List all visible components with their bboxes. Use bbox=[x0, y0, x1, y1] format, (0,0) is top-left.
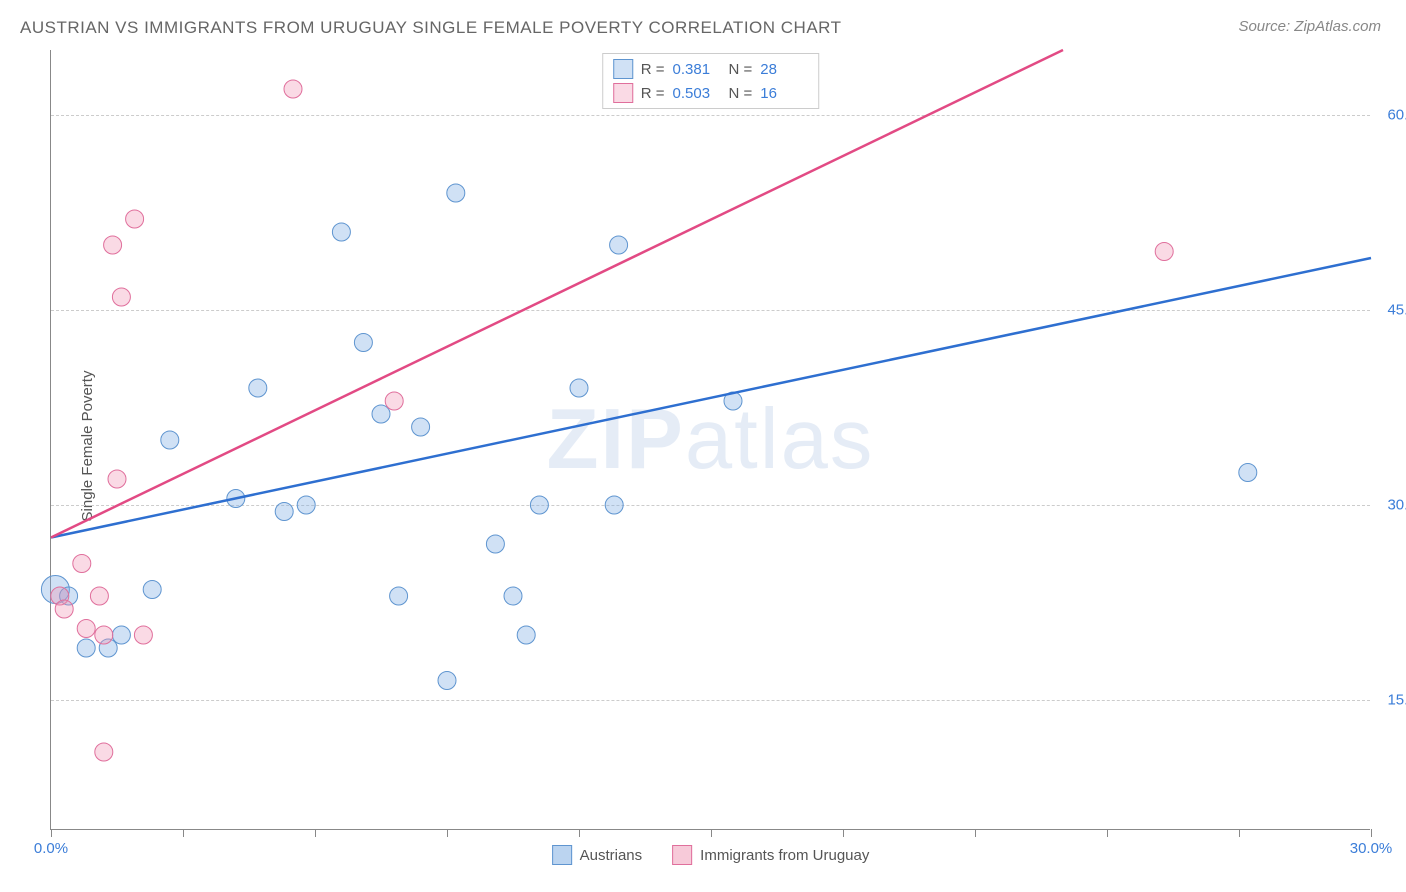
scatter-point bbox=[77, 639, 95, 657]
scatter-point bbox=[112, 626, 130, 644]
regression-line bbox=[51, 50, 1063, 538]
legend-n-value: 28 bbox=[760, 61, 808, 78]
scatter-point bbox=[570, 379, 588, 397]
scatter-point bbox=[390, 587, 408, 605]
legend-stats-row: R = 0.503 N = 16 bbox=[613, 81, 809, 105]
legend-bottom: Austrians Immigrants from Uruguay bbox=[552, 845, 870, 865]
scatter-point bbox=[610, 236, 628, 254]
chart-container: AUSTRIAN VS IMMIGRANTS FROM URUGUAY SING… bbox=[0, 0, 1406, 892]
scatter-point bbox=[284, 80, 302, 98]
legend-r-label: R = bbox=[641, 61, 665, 78]
scatter-point bbox=[126, 210, 144, 228]
legend-swatch bbox=[552, 845, 572, 865]
legend-swatch bbox=[672, 845, 692, 865]
scatter-point bbox=[385, 392, 403, 410]
x-tick bbox=[51, 829, 52, 837]
legend-label: Austrians bbox=[580, 847, 643, 864]
scatter-point bbox=[112, 288, 130, 306]
x-tick-label: 30.0% bbox=[1350, 840, 1393, 857]
scatter-point bbox=[143, 581, 161, 599]
legend-swatch bbox=[613, 83, 633, 103]
scatter-point bbox=[104, 236, 122, 254]
x-tick bbox=[1239, 829, 1240, 837]
legend-r-value: 0.381 bbox=[673, 61, 721, 78]
legend-item: Austrians bbox=[552, 845, 643, 865]
scatter-point bbox=[412, 418, 430, 436]
scatter-point bbox=[134, 626, 152, 644]
x-tick bbox=[315, 829, 316, 837]
legend-stats-row: R = 0.381 N = 28 bbox=[613, 57, 809, 81]
y-tick-label: 30.0% bbox=[1387, 497, 1406, 514]
x-tick bbox=[447, 829, 448, 837]
x-tick bbox=[1107, 829, 1108, 837]
scatter-point bbox=[249, 379, 267, 397]
legend-label: Immigrants from Uruguay bbox=[700, 847, 869, 864]
chart-title: AUSTRIAN VS IMMIGRANTS FROM URUGUAY SING… bbox=[20, 18, 842, 38]
y-tick-label: 60.0% bbox=[1387, 107, 1406, 124]
scatter-point bbox=[438, 672, 456, 690]
legend-n-label: N = bbox=[729, 85, 753, 102]
scatter-point bbox=[55, 600, 73, 618]
scatter-point bbox=[275, 503, 293, 521]
x-tick bbox=[843, 829, 844, 837]
legend-stats-box: R = 0.381 N = 28 R = 0.503 N = 16 bbox=[602, 53, 820, 109]
scatter-point bbox=[77, 620, 95, 638]
scatter-point bbox=[332, 223, 350, 241]
legend-r-label: R = bbox=[641, 85, 665, 102]
scatter-point bbox=[95, 626, 113, 644]
y-tick-label: 15.0% bbox=[1387, 692, 1406, 709]
scatter-point bbox=[108, 470, 126, 488]
scatter-point bbox=[486, 535, 504, 553]
legend-n-label: N = bbox=[729, 61, 753, 78]
scatter-point bbox=[1239, 464, 1257, 482]
regression-line bbox=[51, 258, 1371, 538]
plot-area: ZIPatlas 15.0%30.0%45.0%60.0% 0.0%30.0% … bbox=[50, 50, 1370, 830]
scatter-point bbox=[504, 587, 522, 605]
scatter-point bbox=[90, 587, 108, 605]
scatter-point bbox=[354, 334, 372, 352]
scatter-point bbox=[447, 184, 465, 202]
x-tick bbox=[711, 829, 712, 837]
x-tick bbox=[183, 829, 184, 837]
x-tick bbox=[579, 829, 580, 837]
scatter-point bbox=[517, 626, 535, 644]
chart-source: Source: ZipAtlas.com bbox=[1238, 18, 1381, 35]
scatter-point bbox=[297, 496, 315, 514]
legend-item: Immigrants from Uruguay bbox=[672, 845, 869, 865]
scatter-plot-svg bbox=[51, 50, 1370, 829]
scatter-point bbox=[161, 431, 179, 449]
scatter-point bbox=[73, 555, 91, 573]
scatter-point bbox=[530, 496, 548, 514]
legend-r-value: 0.503 bbox=[673, 85, 721, 102]
legend-n-value: 16 bbox=[760, 85, 808, 102]
scatter-point bbox=[605, 496, 623, 514]
x-tick bbox=[975, 829, 976, 837]
x-tick bbox=[1371, 829, 1372, 837]
scatter-point bbox=[372, 405, 390, 423]
x-tick-label: 0.0% bbox=[34, 840, 68, 857]
legend-swatch bbox=[613, 59, 633, 79]
scatter-point bbox=[1155, 243, 1173, 261]
y-tick-label: 45.0% bbox=[1387, 302, 1406, 319]
scatter-point bbox=[95, 743, 113, 761]
